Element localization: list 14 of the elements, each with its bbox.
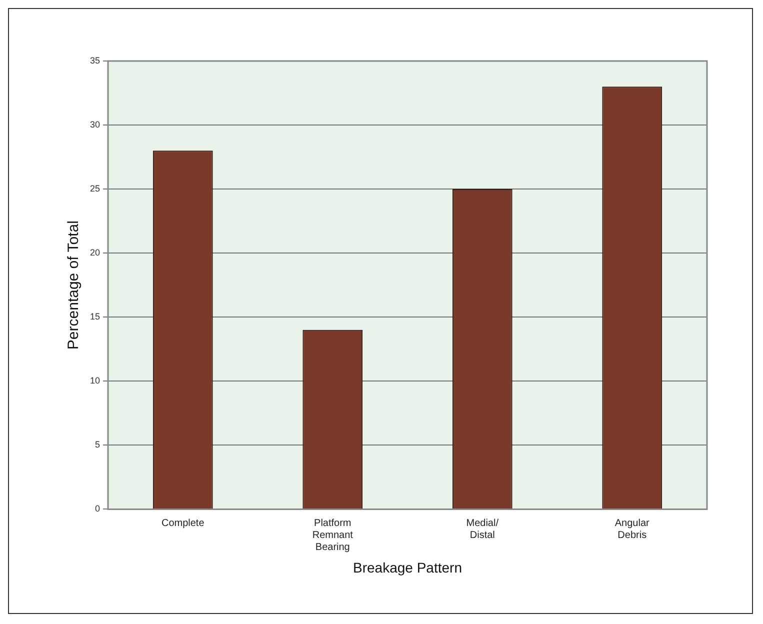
- y-tick-label: 10: [90, 376, 100, 386]
- y-axis-title: Percentage of Total: [65, 220, 82, 350]
- y-tick-label: 20: [90, 248, 100, 258]
- x-tick-label: Platform Remnant Bearing: [312, 518, 354, 553]
- y-tick-label: 0: [94, 504, 100, 514]
- y-tick-label: 15: [90, 312, 100, 322]
- y-tick-label: 25: [90, 184, 100, 194]
- y-tick-label: 30: [90, 120, 100, 130]
- y-tick-label: 5: [94, 440, 100, 450]
- x-tick-label: Medial/ Distal: [466, 518, 499, 541]
- x-tick-label: Angular Debris: [614, 518, 650, 541]
- y-tick-label: 35: [90, 55, 100, 66]
- x-axis-title: Breakage Pattern: [353, 559, 462, 576]
- x-tick-label: Complete: [161, 518, 205, 529]
